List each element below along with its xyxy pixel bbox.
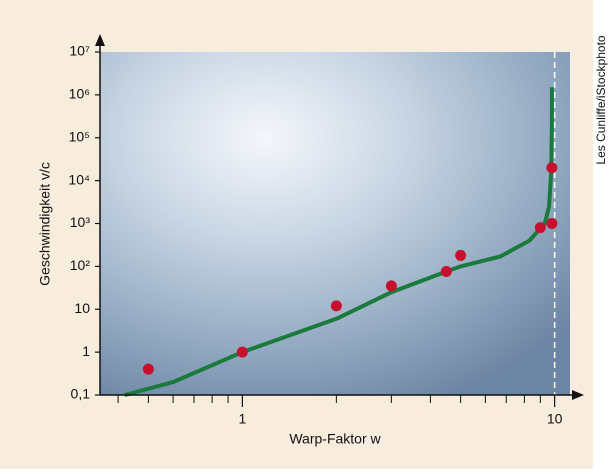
data-point bbox=[237, 347, 248, 358]
data-point bbox=[143, 364, 154, 375]
plot-background bbox=[100, 52, 570, 395]
data-point bbox=[441, 266, 452, 277]
y-tick-label: 10⁵ bbox=[69, 128, 90, 144]
y-tick-label: 10⁶ bbox=[69, 86, 90, 102]
y-axis-label: Geschwindigkeit v/c bbox=[37, 162, 53, 286]
x-tick-label: 10 bbox=[547, 411, 563, 427]
x-axis-label: Warp-Faktor w bbox=[289, 431, 381, 447]
data-point bbox=[535, 222, 546, 233]
data-point bbox=[546, 218, 557, 229]
y-tick-label: 0,1 bbox=[71, 386, 91, 402]
data-point bbox=[546, 162, 557, 173]
data-point bbox=[386, 280, 397, 291]
y-tick-label: 10⁷ bbox=[69, 43, 90, 59]
chart: Warp-Faktor w Geschwindigkeit v/c Les Cu… bbox=[0, 0, 611, 469]
y-tick-label: 10² bbox=[70, 257, 91, 273]
data-point bbox=[455, 250, 466, 261]
y-tick-label: 10 bbox=[74, 300, 90, 316]
credit: Les Cunliffe/iStockphoto bbox=[594, 35, 608, 165]
data-point bbox=[331, 300, 342, 311]
y-tick-label: 10⁴ bbox=[68, 171, 90, 187]
y-tick-label: 1 bbox=[82, 343, 90, 359]
y-tick-label: 10³ bbox=[70, 214, 91, 230]
x-tick-label: 1 bbox=[238, 411, 246, 427]
